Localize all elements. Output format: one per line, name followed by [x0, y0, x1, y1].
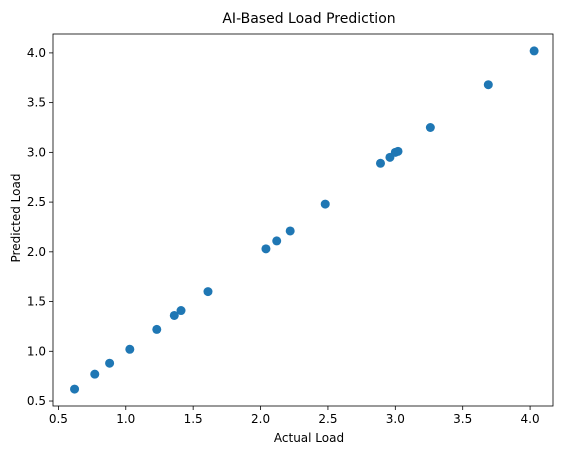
chart-title: AI-Based Load Prediction: [222, 11, 395, 27]
y-tick-label: 4.0: [27, 46, 46, 60]
data-point: [320, 199, 330, 209]
data-point: [285, 226, 295, 236]
y-axis-ticks: 0.5 1.0 1.5 2.0 2.5 3.0 3.5 4.0: [27, 46, 53, 408]
data-point: [152, 324, 162, 334]
x-tick-label: 0.5: [49, 412, 68, 426]
data-point: [203, 287, 213, 297]
y-tick-label: 3.5: [27, 96, 46, 110]
y-axis-label: Predicted Load: [9, 174, 23, 263]
data-point: [105, 358, 115, 368]
data-point: [483, 80, 493, 90]
data-point: [261, 244, 271, 254]
data-point: [425, 122, 435, 132]
data-point: [272, 236, 282, 246]
data-point: [169, 310, 179, 320]
x-tick-label: 3.0: [386, 412, 405, 426]
y-tick-label: 1.0: [27, 344, 46, 358]
data-point: [90, 369, 100, 379]
x-tick-label: 1.0: [116, 412, 135, 426]
y-tick-label: 1.5: [27, 295, 46, 309]
plot-frame: [52, 33, 554, 407]
x-axis-ticks: 0.5 1.0 1.5 2.0 2.5 3.0 3.5 4.0: [49, 406, 540, 426]
x-tick-label: 4.0: [521, 412, 540, 426]
data-point: [70, 384, 80, 394]
data-point: [375, 158, 385, 168]
x-tick-label: 1.5: [184, 412, 203, 426]
x-tick-label: 2.5: [318, 412, 337, 426]
data-point: [176, 306, 186, 316]
plot-area: [52, 33, 554, 407]
y-tick-label: 0.5: [27, 394, 46, 408]
scatter-points: [70, 46, 539, 394]
x-axis-label: Actual Load: [274, 431, 344, 445]
y-tick-label: 2.5: [27, 195, 46, 209]
data-point: [529, 46, 539, 56]
y-tick-label: 3.0: [27, 145, 46, 159]
data-point: [393, 146, 403, 156]
x-tick-label: 3.5: [453, 412, 472, 426]
data-point: [125, 344, 135, 354]
y-tick-label: 2.0: [27, 245, 46, 259]
x-tick-label: 2.0: [251, 412, 270, 426]
